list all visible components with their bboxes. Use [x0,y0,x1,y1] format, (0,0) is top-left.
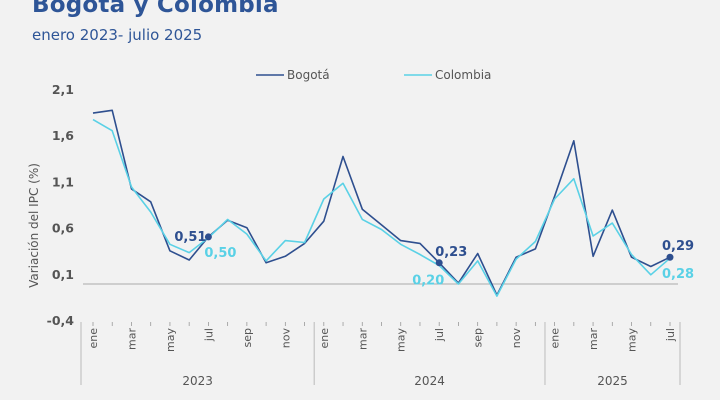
x-tick-label: ene [318,328,331,349]
series-line-bogota [92,109,671,296]
x-tick-label: nov [279,328,292,349]
chart-subtitle: enero 2023- julio 2025 [32,26,203,44]
x-tick-label: may [626,328,639,352]
x-tick-label: may [395,328,408,352]
x-tick-label: mar [125,328,138,350]
x-tick-label: ene [549,328,562,349]
data-label: 0,23 [435,245,467,260]
x-tick-label: sep [241,328,254,347]
x-tick-label: may [164,328,177,352]
chart-title: Bogotá y Colombia [32,0,279,18]
x-tick-label: jul [664,328,677,342]
data-label: 0,28 [662,267,694,282]
data-marker [666,253,674,261]
y-tick-label: 2,1 [52,82,74,97]
data-label: 0,50 [204,246,236,261]
legend-label: Colombia [435,68,491,82]
series-line-colombia [92,118,671,297]
x-tick-label: mar [356,328,369,350]
y-tick-label: -0,4 [47,313,75,328]
y-tick-label: 1,1 [52,174,74,189]
x-tick-label: jul [202,328,215,342]
data-marker [435,259,443,267]
data-label: 0,51 [174,230,206,245]
y-tick-label: 0,6 [52,221,74,236]
data-label: 0,20 [412,274,444,289]
data-label: 0,29 [662,239,694,254]
y-tick-label: 1,6 [52,128,74,143]
x-tick-label: mar [587,328,600,350]
x-tick-label: nov [510,328,523,349]
x-tick-label: sep [472,328,485,347]
y-axis-label: Variación del IPC (%) [27,163,41,288]
data-marker [204,233,212,241]
x-tick-label: ene [87,328,100,349]
year-label: 2023 [182,374,213,388]
x-tick-label: jul [433,328,446,342]
legend-label: Bogotá [287,68,330,82]
year-label: 2025 [597,374,628,388]
year-label: 2024 [414,374,445,388]
y-tick-label: 0,1 [52,267,74,282]
